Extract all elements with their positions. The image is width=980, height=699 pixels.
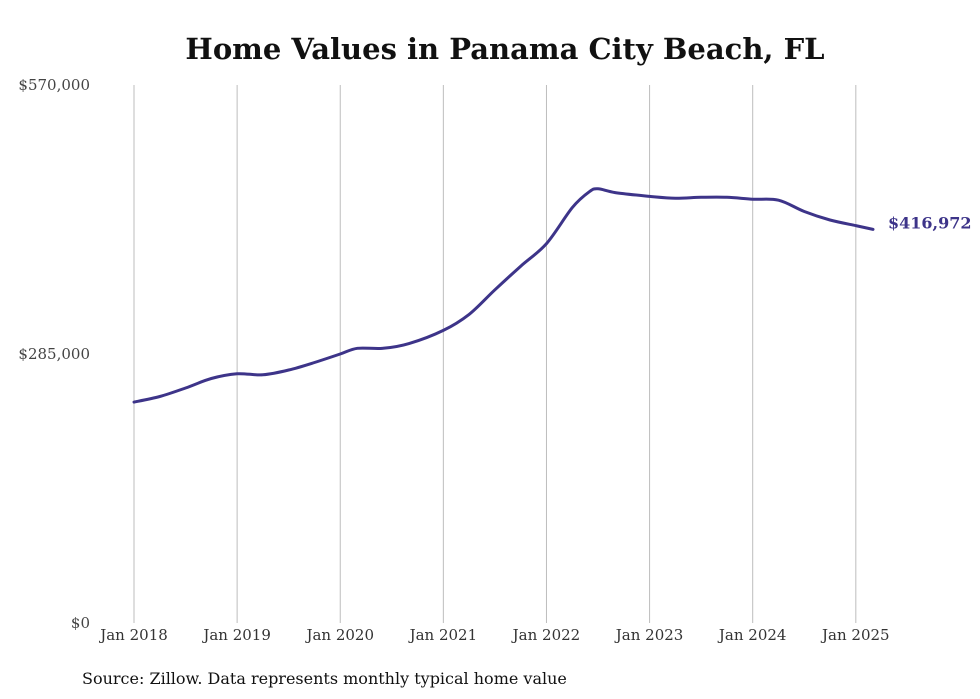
x-tick-label: Jan 2024 xyxy=(717,626,787,644)
gridlines xyxy=(133,85,857,623)
x-tick-label: Jan 2018 xyxy=(98,626,168,644)
x-tick-label: Jan 2022 xyxy=(511,626,581,644)
series-line xyxy=(132,187,875,404)
y-tick-label: $0 xyxy=(71,614,90,632)
x-tick-label: Jan 2023 xyxy=(614,626,684,644)
x-tick-label: Jan 2020 xyxy=(304,626,374,644)
y-tick-label: $285,000 xyxy=(18,345,90,363)
source-note: Source: Zillow. Data represents monthly … xyxy=(82,669,567,688)
chart-title: Home Values in Panama City Beach, FL xyxy=(185,32,824,66)
x-tick-label: Jan 2021 xyxy=(408,626,478,644)
series-layer xyxy=(132,187,875,404)
x-tick-label: Jan 2019 xyxy=(201,626,271,644)
x-tick-label: Jan 2025 xyxy=(820,626,890,644)
x-axis: Jan 2018 Jan 2019 Jan 2020 Jan 2021 Jan 2022… xyxy=(98,626,889,644)
y-axis: $0 $285,000 $570,000 xyxy=(18,76,90,632)
end-value-label: $416,972 xyxy=(888,213,972,232)
y-tick-label: $570,000 xyxy=(18,76,90,94)
